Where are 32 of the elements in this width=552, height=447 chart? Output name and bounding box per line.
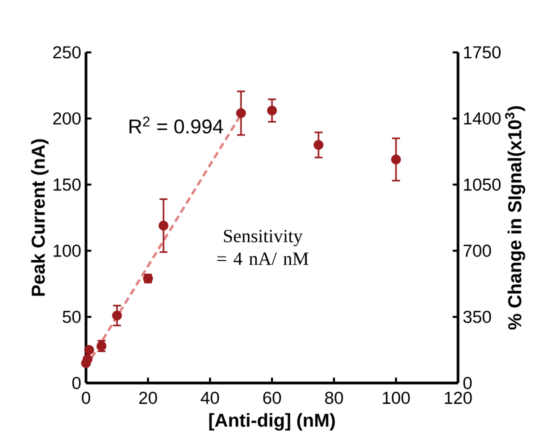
x-axis-title: [Anti-dig] (nM) xyxy=(209,413,335,431)
y-tick-label: 250 xyxy=(53,46,81,58)
point xyxy=(391,154,401,164)
annotation: R$^{2}$ = 0.994 xyxy=(130,116,224,134)
x-tick-label: 120 xyxy=(444,392,472,404)
y2-tick-label: 1400 xyxy=(464,112,501,125)
y-tick-label: 0 xyxy=(72,376,81,390)
x-tick-label: 100 xyxy=(382,392,410,404)
y2-axis-title: % Change in SIgnal(x10$^{3}$) xyxy=(505,106,526,330)
x-tick-label: 0 xyxy=(82,392,90,404)
x-tick-label: 20 xyxy=(139,392,157,404)
y-tick-label: 150 xyxy=(54,178,81,191)
y-tick-label: 200 xyxy=(53,112,81,125)
y2-tick-label: 0 xyxy=(463,376,472,390)
x-tick-label: 80 xyxy=(325,392,343,404)
y-tick-label: 100 xyxy=(54,244,81,257)
x-tick-label: 40 xyxy=(200,392,219,404)
y2-tick-label: 1050 xyxy=(464,178,501,191)
point xyxy=(84,344,94,355)
y2-tick-label: 700 xyxy=(464,244,491,257)
point xyxy=(314,140,324,150)
point xyxy=(236,108,246,118)
y-axis-title: Peak Current (nA) xyxy=(31,139,49,296)
y2-tick-label: 350 xyxy=(463,310,491,323)
y-tick-label: 50 xyxy=(62,310,81,323)
point xyxy=(267,106,277,116)
point xyxy=(158,220,168,231)
y2-tick-label: 1750 xyxy=(464,46,501,58)
point xyxy=(112,310,122,320)
point xyxy=(82,354,92,364)
x-tick-label: 60 xyxy=(263,392,281,404)
annotation: Sensitivity = 4 nA/ nM xyxy=(217,230,308,266)
